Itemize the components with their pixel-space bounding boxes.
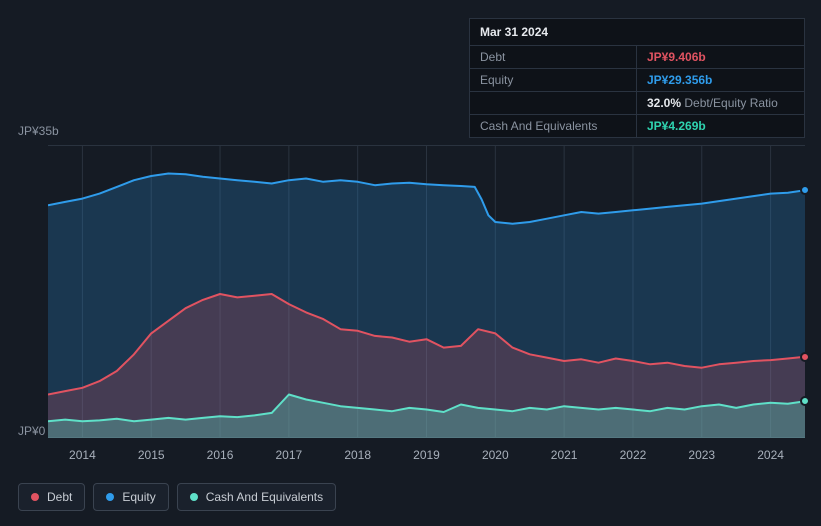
xaxis-tick: 2014 — [69, 448, 96, 462]
legend-label: Debt — [47, 490, 72, 504]
chart-area — [48, 145, 805, 438]
xaxis-tick: 2016 — [207, 448, 234, 462]
summary-row: EquityJP¥29.356b — [470, 69, 804, 92]
xaxis-tick: 2023 — [688, 448, 715, 462]
summary-row-label: Cash And Equivalents — [470, 115, 637, 137]
series-end-marker — [800, 396, 810, 406]
legend-item[interactable]: Cash And Equivalents — [177, 483, 336, 511]
xaxis-tick: 2020 — [482, 448, 509, 462]
legend-dot-icon — [31, 493, 39, 501]
summary-row-value: JP¥4.269b — [637, 115, 804, 137]
xaxis-tick: 2017 — [276, 448, 303, 462]
summary-row: Cash And EquivalentsJP¥4.269b — [470, 115, 804, 137]
xaxis-tick: 2019 — [413, 448, 440, 462]
summary-panel: Mar 31 2024 DebtJP¥9.406bEquityJP¥29.356… — [469, 18, 805, 138]
summary-row-value: JP¥29.356b — [637, 69, 804, 91]
summary-row: DebtJP¥9.406b — [470, 46, 804, 69]
xaxis-tick: 2022 — [620, 448, 647, 462]
yaxis-max-label: JP¥35b — [18, 124, 59, 138]
series-end-marker — [800, 185, 810, 195]
summary-row-value: 32.0% Debt/Equity Ratio — [637, 92, 804, 114]
summary-row-label: Debt — [470, 46, 637, 68]
yaxis-min-label: JP¥0 — [18, 424, 45, 438]
xaxis-tick: 2021 — [551, 448, 578, 462]
summary-date: Mar 31 2024 — [470, 19, 804, 46]
legend-item[interactable]: Equity — [93, 483, 168, 511]
summary-row: 32.0% Debt/Equity Ratio — [470, 92, 804, 115]
legend-item[interactable]: Debt — [18, 483, 85, 511]
summary-row-label: Equity — [470, 69, 637, 91]
summary-row-value: JP¥9.406b — [637, 46, 804, 68]
legend-dot-icon — [190, 493, 198, 501]
xaxis-tick: 2015 — [138, 448, 165, 462]
chart-svg — [48, 145, 805, 438]
legend-label: Equity — [122, 490, 155, 504]
xaxis-tick: 2018 — [344, 448, 371, 462]
legend-dot-icon — [106, 493, 114, 501]
xaxis-tick: 2024 — [757, 448, 784, 462]
legend-label: Cash And Equivalents — [206, 490, 323, 504]
summary-row-label — [470, 92, 637, 114]
xaxis: 2014 2015 2016 2017 2018 2019 2020 2021 2022 2023… — [48, 448, 805, 468]
series-end-marker — [800, 352, 810, 362]
legend: Debt Equity Cash And Equivalents — [18, 483, 336, 511]
